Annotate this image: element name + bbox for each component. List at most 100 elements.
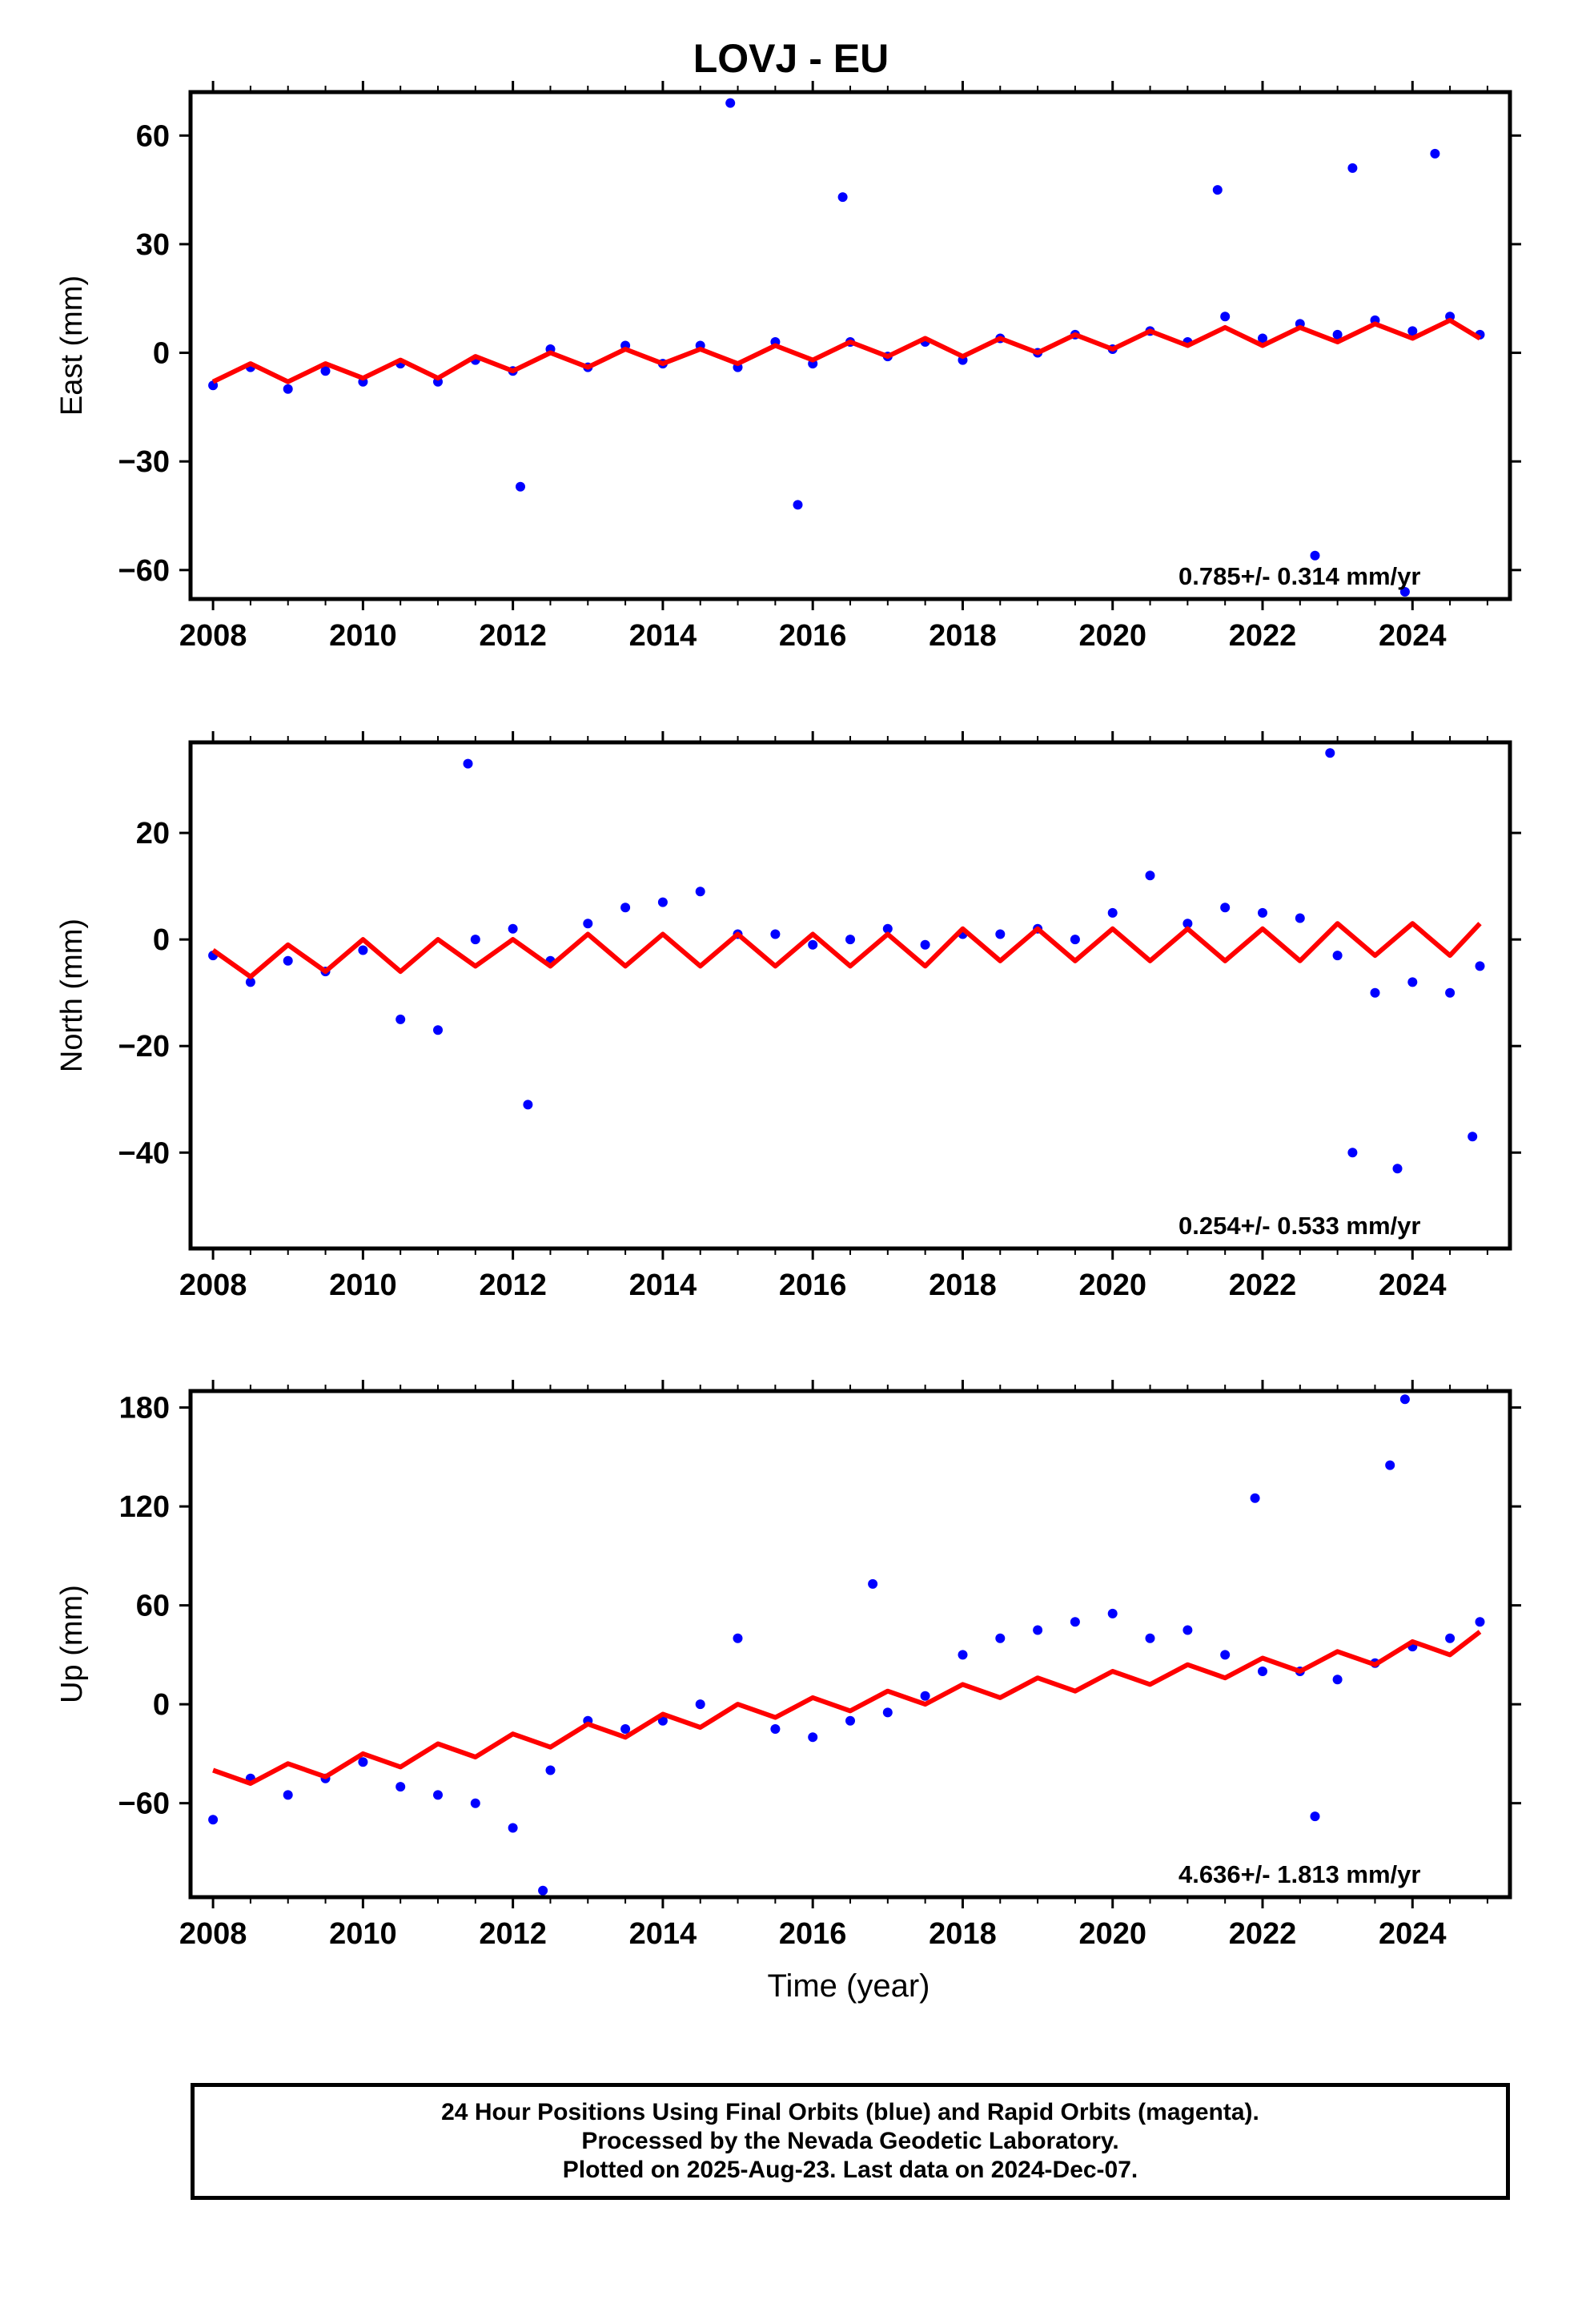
north-data-point (1070, 935, 1080, 945)
east-x-tick-label: 2012 (479, 619, 547, 653)
up-model-curve (212, 1630, 1482, 1786)
north-data-point (245, 977, 255, 987)
east-y-axis-title: East (mm) (55, 275, 89, 416)
up-x-tick-label: 2020 (1078, 1917, 1146, 1951)
up-y-tick-label: 60 (136, 1590, 170, 1623)
north-x-tick-label: 2012 (479, 1269, 547, 1302)
east-x-tick-label: 2010 (329, 619, 397, 653)
plot-title: LOVJ - EU (693, 36, 889, 81)
up-data-point (770, 1724, 781, 1734)
east-data-point (1430, 148, 1440, 159)
north-data-point (1258, 907, 1267, 918)
up-data-point (1107, 1608, 1118, 1618)
up-data-point (920, 1691, 930, 1701)
east-data-point (1407, 326, 1418, 336)
up-data-point (545, 1765, 556, 1775)
up-y-tick-label: 120 (119, 1490, 170, 1524)
north-x-tick-label: 2024 (1379, 1269, 1447, 1302)
north-x-tick-label: 2008 (179, 1269, 247, 1302)
east-data-point (793, 500, 803, 510)
north-y-axis-title: North (mm) (55, 919, 89, 1072)
north-y-tick-label: −20 (118, 1030, 170, 1063)
up-data-point (1250, 1493, 1260, 1503)
north-model-curve (211, 921, 1482, 979)
east-x-tick-label: 2022 (1229, 619, 1297, 653)
up-data-point (283, 1790, 293, 1800)
up-data-point (1385, 1460, 1395, 1470)
up-x-tick-label: 2010 (329, 1917, 397, 1951)
north-data-point (1392, 1164, 1403, 1174)
east-y-tick-label: −60 (118, 554, 170, 588)
east-data-point (725, 98, 736, 108)
north-data-point (1347, 1148, 1358, 1158)
east-y-tick-label: 30 (136, 228, 170, 262)
north-data-point (283, 955, 293, 966)
north-data-point (470, 935, 480, 945)
north-data-point (845, 935, 855, 945)
north-data-point (523, 1100, 533, 1110)
up-plot-frame (188, 1389, 1512, 1900)
north-data-point (657, 897, 668, 907)
up-x-tick-label: 2014 (629, 1917, 697, 1951)
north-data-point (433, 1025, 443, 1035)
east-x-tick-label: 2024 (1379, 619, 1447, 653)
up-data-point (733, 1633, 743, 1643)
north-data-point (1370, 987, 1380, 998)
north-x-tick-label: 2020 (1078, 1269, 1146, 1302)
north-data-point (695, 887, 705, 897)
east-x-tick-label: 2008 (179, 619, 247, 653)
up-data-point (1220, 1650, 1231, 1660)
north-data-point (1445, 987, 1456, 998)
east-data-point (1332, 329, 1343, 340)
up-data-point (358, 1757, 368, 1767)
up-data-point (1399, 1394, 1410, 1405)
up-data-point (845, 1715, 855, 1726)
up-data-point (1033, 1625, 1043, 1635)
up-y-tick-label: −60 (118, 1787, 170, 1821)
up-data-point (396, 1782, 406, 1792)
north-data-point (1407, 977, 1418, 987)
up-y-tick-label: 0 (153, 1688, 170, 1722)
up-data-point (695, 1699, 705, 1710)
east-y-tick-label: 60 (136, 119, 170, 153)
east-model-curve (211, 317, 1482, 384)
up-data-point (1070, 1617, 1080, 1627)
up-data-point (1145, 1633, 1155, 1643)
up-data-point (1475, 1617, 1485, 1627)
north-data-point (1468, 1132, 1478, 1142)
east-x-tick-label: 2018 (929, 619, 997, 653)
north-y-tick-label: 20 (136, 817, 170, 850)
north-data-point (1220, 903, 1231, 913)
north-plot-frame (188, 740, 1512, 1251)
east-data-point (1399, 587, 1410, 597)
up-data-point (995, 1633, 1006, 1643)
north-data-point (1332, 951, 1343, 961)
x-axis-title: Time (year) (767, 1968, 930, 2004)
north-data-point (1295, 913, 1305, 923)
up-data-point (1332, 1675, 1343, 1685)
north-data-point (1182, 919, 1193, 929)
east-data-point (837, 192, 848, 203)
east-y-tick-label: −30 (118, 445, 170, 479)
north-data-point (1475, 961, 1485, 971)
up-data-point (208, 1815, 219, 1825)
east-data-point (1258, 333, 1267, 344)
east-data-point (516, 481, 525, 492)
north-x-tick-label: 2018 (929, 1269, 997, 1302)
up-y-axis-title: Up (mm) (55, 1585, 89, 1703)
north-x-tick-label: 2010 (329, 1269, 397, 1302)
north-x-tick-label: 2014 (629, 1269, 697, 1302)
north-x-tick-label: 2016 (779, 1269, 847, 1302)
north-velocity-label: 0.254+/- 0.533 mm/yr (1178, 1212, 1421, 1240)
north-data-point (620, 903, 631, 913)
footer-line-2: Processed by the Nevada Geodetic Laborat… (581, 2128, 1119, 2154)
up-data-point (808, 1732, 818, 1743)
up-data-point (882, 1707, 893, 1718)
north-data-point (1325, 748, 1335, 758)
up-x-tick-label: 2024 (1379, 1917, 1447, 1951)
up-x-tick-label: 2012 (479, 1917, 547, 1951)
north-data-point (770, 929, 781, 939)
north-data-point (583, 919, 593, 929)
